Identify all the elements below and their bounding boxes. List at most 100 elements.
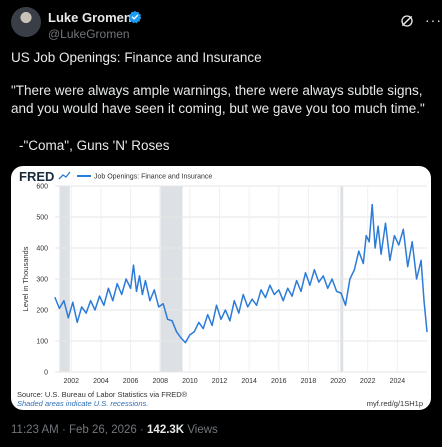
data-point [318,281,320,283]
x-tick-label: 2010 [182,378,198,385]
data-point [171,320,173,322]
data-point [162,303,164,305]
data-point [411,241,413,243]
y-tick-label: 0 [44,370,48,377]
data-point [380,253,382,255]
recession-note: Shaded areas indicate U.S. recessions. [17,399,149,408]
data-point [167,318,169,320]
data-point [251,298,253,300]
data-point [327,287,329,289]
data-point [407,266,409,268]
data-point [340,292,342,294]
fred-logo: FRED [19,169,54,184]
data-point [135,290,138,292]
grok-icon[interactable] [399,13,415,29]
x-tick-label: 2016 [271,378,287,385]
y-tick-label: 300 [36,277,48,284]
x-tick-label: 2020 [330,378,346,385]
views-label: Views [187,424,218,436]
data-point [103,304,105,306]
data-point [215,304,218,306]
y-tick-label: 400 [36,246,48,253]
data-point [138,275,141,277]
data-point [211,324,213,327]
data-point [309,284,311,286]
data-point [377,225,379,227]
x-tick-label: 2024 [390,378,406,385]
data-point [220,318,222,320]
x-tick-label: 2008 [152,378,168,385]
data-point [85,312,87,314]
data-point [374,247,376,249]
more-options-icon[interactable]: ··· [425,12,442,28]
data-point [90,300,92,302]
data-point [121,293,123,296]
data-point [313,269,315,271]
avatar[interactable] [11,7,41,37]
data-point [193,331,195,333]
data-point [81,306,83,308]
data-point [180,337,182,339]
data-point [207,314,209,316]
data-point [304,272,307,274]
data-point [300,290,302,292]
x-tick-label: 2012 [212,378,228,385]
chart-link[interactable]: myf.red/g/1SH1p [366,399,423,408]
data-point [198,321,200,323]
data-point [349,278,351,280]
data-point [331,278,333,280]
data-point [287,287,289,289]
data-point [344,304,347,306]
data-point [116,283,118,285]
y-tick-label: 200 [36,308,48,315]
data-point [423,300,425,302]
data-point [358,250,360,252]
tweet-date[interactable]: Feb 26, 2026 [69,424,137,436]
meta-separator-2: · [139,424,144,436]
chart-svg: 0 100 200 300 400 500 600 2002 2004 2006 2008 2010 2… [19,169,428,385]
fred-logo-icon [58,171,71,180]
data-point [189,334,191,336]
data-point [158,306,160,308]
data-point [402,228,404,230]
data-point [202,328,204,330]
author-handle[interactable]: @LukeGromen [48,27,130,41]
data-point [130,287,132,289]
y-axis-label: Level in Thousands [21,246,30,311]
data-point [426,331,428,333]
data-point [278,289,280,291]
data-point [224,309,226,311]
data-point [389,259,391,261]
author-name[interactable]: Luke Gromen [48,10,132,25]
data-point [420,259,422,261]
data-point [282,300,284,302]
data-point [238,312,240,314]
data-point [153,289,155,291]
data-point [368,241,370,243]
legend-label: Job Openings: Finance and Insurance [94,174,212,181]
data-point [398,244,400,246]
data-point [141,293,143,296]
fred-chart-card[interactable]: 0 100 200 300 400 500 600 2002 2004 2006 2008 2010 2… [11,166,431,410]
y-tick-label: 600 [36,184,48,191]
data-point [72,301,74,303]
data-point [269,284,271,286]
data-point [322,275,324,277]
data-point [242,293,244,296]
meta-separator: · [61,424,66,436]
data-point [184,342,186,344]
y-tick-label: 100 [36,339,48,346]
tweet-time[interactable]: 11:23 AM [11,424,59,436]
data-point [256,304,258,306]
data-point [416,278,418,280]
data-point [296,280,298,282]
data-point [365,235,367,237]
x-tick-label: 2006 [123,378,139,385]
data-point [54,297,56,299]
x-tick-label: 2002 [64,378,80,385]
data-point [291,295,293,297]
data-point [107,287,109,289]
data-point [63,300,65,302]
chart-source: Source: U.S. Bureau of Labor Statistics … [17,390,188,399]
data-point [125,278,127,280]
